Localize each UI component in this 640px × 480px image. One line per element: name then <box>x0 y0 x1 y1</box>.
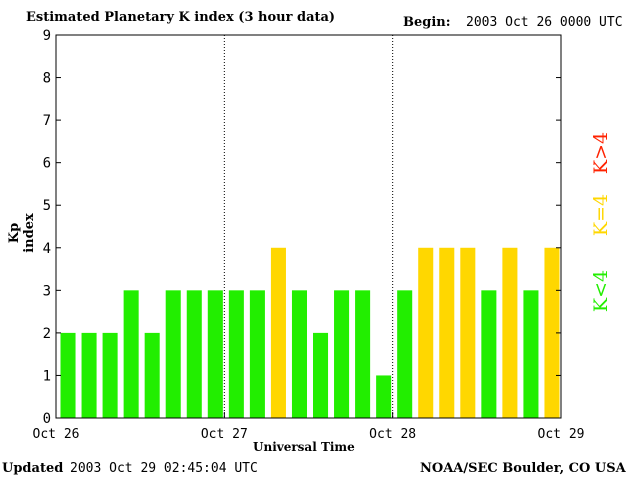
bar <box>544 247 560 418</box>
bar <box>439 247 455 418</box>
updated-label: Updated <box>2 461 64 476</box>
y-tick-label: 1 <box>43 368 51 384</box>
bar <box>418 247 434 418</box>
y-tick-label: 0 <box>43 411 51 427</box>
bar <box>81 332 97 418</box>
bar <box>186 290 202 418</box>
updated-value: 2003 Oct 29 02:45:04 UTC <box>70 461 258 476</box>
bar <box>376 375 392 418</box>
bar <box>481 290 497 418</box>
chart-title: Estimated Planetary K index (3 hour data… <box>26 10 336 25</box>
x-tick-label: Oct 29 <box>538 427 585 442</box>
begin-value: 2003 Oct 26 0000 UTC <box>466 15 623 30</box>
bar <box>144 332 160 418</box>
source-credit: NOAA/SEC Boulder, CO USA <box>420 461 626 476</box>
y-tick-label: 3 <box>43 283 51 299</box>
bar <box>291 290 307 418</box>
x-tick-label: Oct 28 <box>369 427 416 442</box>
bar <box>249 290 265 418</box>
y-tick-label: 8 <box>43 71 51 87</box>
y-tick-label: 9 <box>43 28 51 44</box>
bar <box>523 290 539 418</box>
bar <box>270 247 286 418</box>
bar <box>313 332 329 418</box>
y-tick-label: 2 <box>43 326 51 342</box>
bar <box>228 290 244 418</box>
x-axis-label: Universal Time <box>253 440 355 454</box>
bar <box>207 290 223 418</box>
x-tick-label: Oct 26 <box>33 427 80 442</box>
bar <box>502 247 518 418</box>
bar <box>334 290 350 418</box>
bar <box>460 247 476 418</box>
bar <box>165 290 181 418</box>
y-tick-label: 7 <box>43 113 51 129</box>
bar <box>123 290 139 418</box>
bar <box>60 332 76 418</box>
bar <box>397 290 413 418</box>
bar <box>355 290 371 418</box>
begin-label: Begin: <box>403 15 451 30</box>
y-tick-label: 5 <box>43 198 51 214</box>
y-tick-label: 4 <box>43 241 51 257</box>
x-tick-label: Oct 27 <box>201 427 248 442</box>
plot-frame <box>55 34 562 419</box>
bar <box>102 332 118 418</box>
y-tick-label: 6 <box>43 156 51 172</box>
